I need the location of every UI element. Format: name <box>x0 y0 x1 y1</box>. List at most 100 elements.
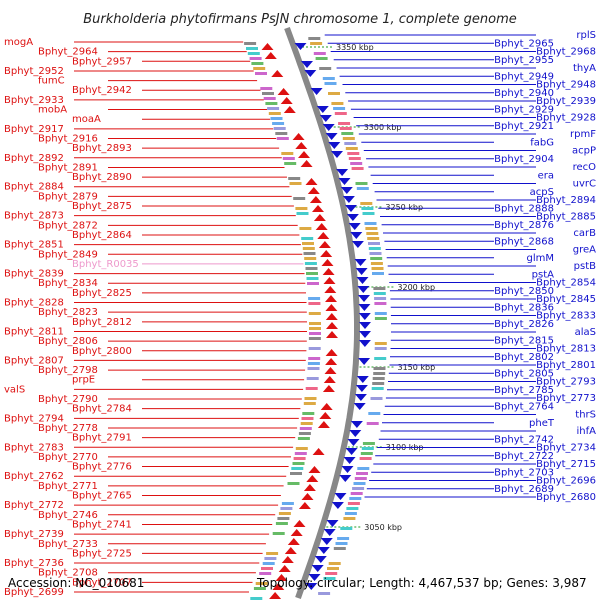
feature-block <box>249 57 262 60</box>
feature-block <box>368 242 380 245</box>
feature-block <box>359 457 372 460</box>
right-gene-label: Bphyt_2801 <box>536 360 596 371</box>
gene-arrow-down <box>353 403 366 410</box>
left-gene-label: mogA <box>4 37 33 48</box>
right-gene-label: Bphyt_2876 <box>494 220 554 231</box>
feature-block <box>300 422 313 425</box>
right-gene-label: Bphyt_2773 <box>536 393 596 404</box>
feature-block <box>346 507 359 510</box>
right-gene-label: Bphyt_2764 <box>494 401 554 412</box>
feature-block <box>333 107 346 110</box>
gene-arrow-up <box>320 403 333 410</box>
feature-block <box>373 287 386 290</box>
right-gene-label: Bphyt_2703 <box>494 467 554 478</box>
left-gene-label: Bphyt_2873 <box>4 211 64 222</box>
gene-arrow-down <box>354 394 367 401</box>
left-gene-label: Bphyt_2790 <box>38 394 98 405</box>
right-gene-label: Bphyt_2940 <box>494 88 554 99</box>
feature-block <box>355 182 368 185</box>
gene-arrow-down <box>341 466 354 473</box>
feature-block <box>255 582 268 585</box>
feature-block <box>267 107 280 110</box>
feature-block <box>308 312 321 315</box>
gene-arrow-up <box>319 412 332 419</box>
left-gene-label: Bphyt_2765 <box>72 491 132 502</box>
gene-arrow-up <box>323 376 336 383</box>
feature-block <box>354 477 367 480</box>
feature-block <box>370 397 383 400</box>
left-gene-label: Bphyt_2834 <box>38 278 98 289</box>
feature-block <box>347 502 360 505</box>
left-gene-label: Bphyt_2917 <box>4 124 64 135</box>
feature-block <box>306 272 318 275</box>
feature-block <box>298 432 311 435</box>
tick-label: 3200 kbp <box>397 283 435 292</box>
feature-block <box>302 247 315 250</box>
feature-block <box>313 52 326 55</box>
feature-block <box>356 187 369 190</box>
left-gene-label: Bphyt_2708 <box>38 568 98 579</box>
feature-block <box>327 567 339 570</box>
feature-block <box>371 387 384 390</box>
gene-arrow-up <box>290 529 303 536</box>
feature-block <box>331 102 344 105</box>
left-gene-label: Bphyt_2762 <box>4 471 64 482</box>
feature-block <box>244 42 257 45</box>
gene-arrow-up <box>326 322 338 329</box>
feature-block <box>338 122 351 125</box>
gene-arrow-down <box>328 142 341 149</box>
gene-arrow-up <box>318 241 331 248</box>
feature-block <box>308 337 321 340</box>
feature-block <box>302 412 315 415</box>
right-gene-label: pheT <box>529 418 555 429</box>
gene-arrow-up <box>306 475 319 482</box>
right-gene-label: acpS <box>530 187 554 198</box>
feature-block <box>361 207 374 210</box>
feature-block <box>295 447 308 450</box>
feature-block <box>296 212 309 215</box>
left-gene-label: Bphyt_2849 <box>38 249 98 260</box>
feature-block <box>342 137 355 140</box>
right-gene-label: Bphyt_2921 <box>494 121 554 132</box>
feature-block <box>337 537 350 540</box>
right-gene-label: thyA <box>573 63 596 74</box>
feature-block <box>308 357 321 360</box>
gene-arrow-down <box>355 268 368 275</box>
feature-block <box>301 237 314 240</box>
feature-block <box>304 262 317 265</box>
gene-arrow-down <box>331 502 344 509</box>
left-gene-label: Bphyt_2952 <box>4 66 64 77</box>
gene-arrow-up <box>317 232 330 239</box>
left-gene-label: Bphyt_2807 <box>4 355 64 366</box>
feature-block <box>360 452 373 455</box>
left-gene-label: Bphyt_2784 <box>72 404 132 415</box>
feature-block <box>272 532 285 535</box>
feature-block <box>284 162 297 165</box>
feature-block <box>347 152 360 155</box>
feature-block <box>306 377 319 380</box>
right-gene-label: Bphyt_2904 <box>494 154 554 165</box>
feature-block <box>334 112 347 115</box>
feature-block <box>264 557 277 560</box>
left-gene-label: Bphyt_2851 <box>4 240 64 251</box>
feature-block <box>353 482 366 485</box>
feature-block <box>374 347 387 350</box>
feature-block <box>374 317 387 320</box>
feature-block <box>303 402 316 405</box>
feature-block <box>293 197 306 200</box>
feature-block <box>360 202 373 205</box>
left-gene-label: prpE <box>72 375 95 386</box>
left-gene-label: Bphyt_2771 <box>38 481 98 492</box>
feature-block <box>345 147 358 150</box>
left-gene-label: Bphyt_2828 <box>4 298 64 309</box>
gene-arrow-up <box>320 250 333 257</box>
gene-arrow-up <box>300 160 313 167</box>
left-gene-label: fumC <box>38 76 65 87</box>
gene-arrow-up <box>271 70 284 77</box>
gene-arrow-up <box>272 583 285 590</box>
gene-arrow-up <box>313 214 326 221</box>
feature-block <box>295 207 308 210</box>
gene-arrow-down <box>359 322 371 329</box>
gene-arrow-down <box>351 241 364 248</box>
